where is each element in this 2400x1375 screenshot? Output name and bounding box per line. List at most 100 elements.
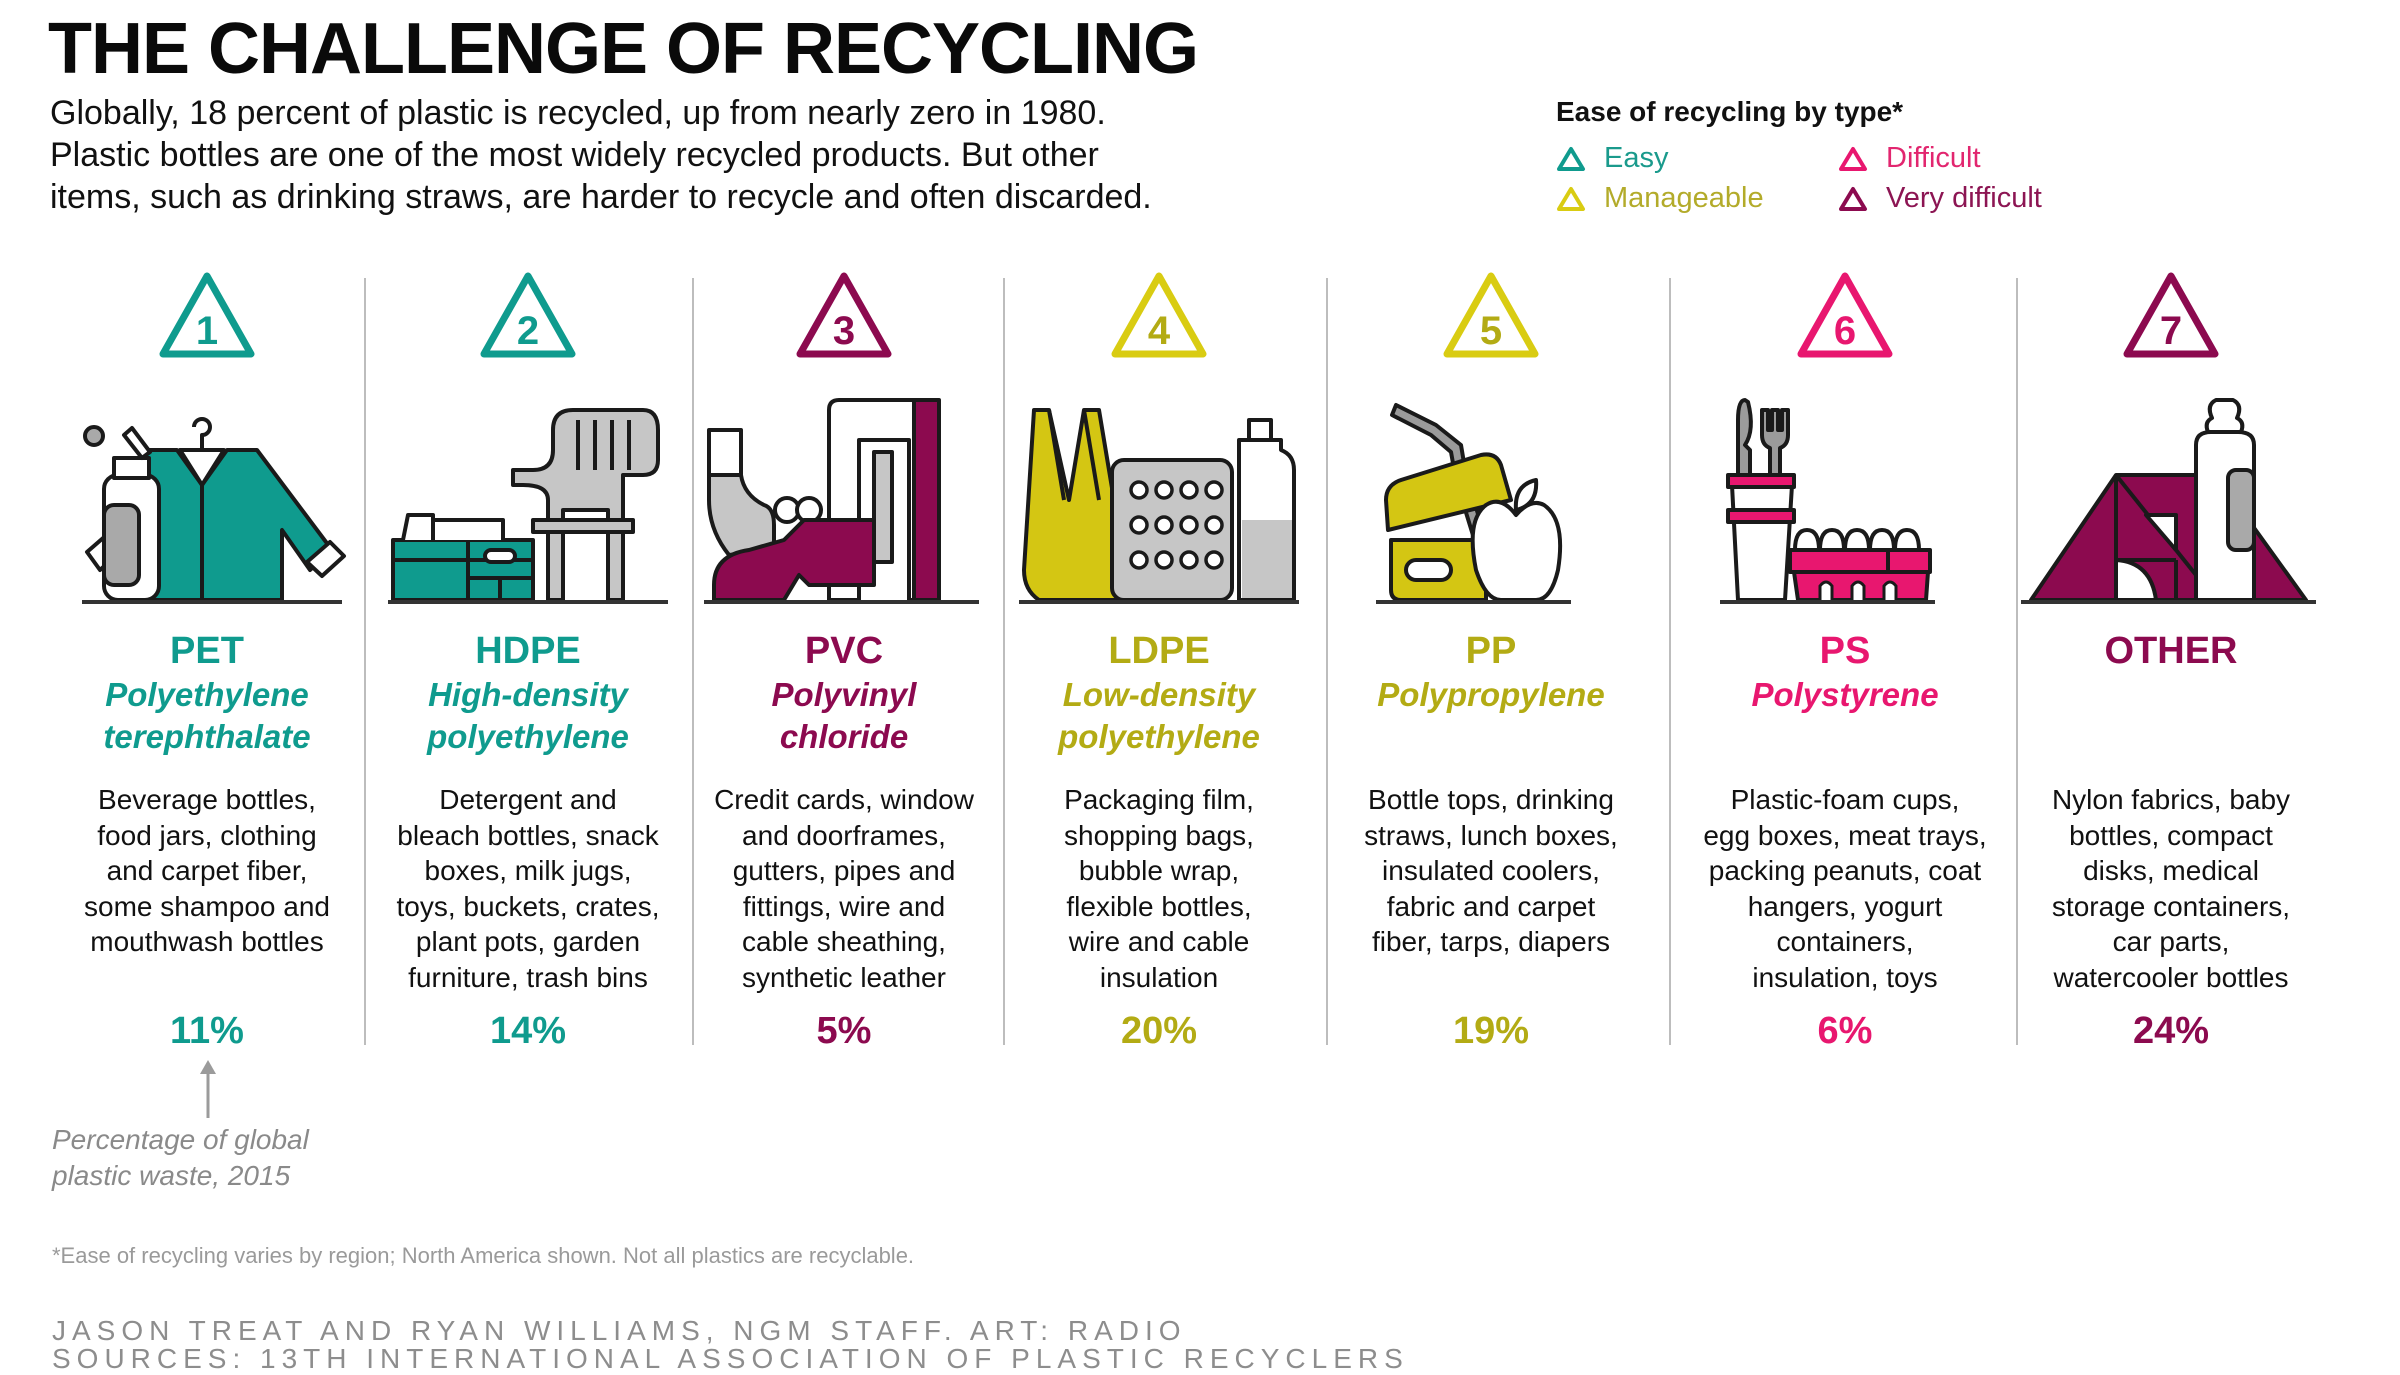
- plastic-name: Polystyrene: [1683, 674, 2007, 716]
- legend-item-easy: Easy: [1556, 142, 1668, 175]
- plastic-code: PVC: [804, 630, 884, 672]
- uses-line: plant pots, garden: [415, 926, 641, 957]
- plastic-uses: Bottle tops, drinking straws, lunch boxe…: [1336, 782, 1646, 960]
- plastic-percent: 5%: [816, 1010, 872, 1052]
- plastic-name-line: polyethylene: [427, 718, 629, 755]
- plastic-name-line: Polypropylene: [1377, 676, 1605, 713]
- triangle-outline-icon: [1839, 186, 1867, 211]
- jacket-and-bottle-icon: [82, 417, 346, 604]
- plastic-name: Polyvinyl chloride: [694, 674, 994, 758]
- plastic-name-line: terephthalate: [103, 718, 311, 755]
- uses-line: synthetic leather: [742, 961, 946, 993]
- triangle-outline-icon: [1557, 186, 1585, 211]
- plastic-name: High-density polyethylene: [368, 674, 688, 758]
- uses-line: wire and cable: [1068, 926, 1250, 957]
- uses-line: fabric and carpet: [1386, 890, 1596, 922]
- uses-line: Nylon fabrics, baby: [2051, 784, 2291, 815]
- uses-line: boxes, milk jugs,: [424, 855, 632, 886]
- percent-note-line: plastic waste, 2015: [52, 1160, 291, 1191]
- recycling-number: 2: [517, 309, 539, 353]
- arrow-up-icon: [200, 1060, 216, 1118]
- plastic-column-hdpe: 2 HDPE High-density polyethylene Deterge…: [368, 270, 688, 1052]
- plastic-column-pet: 1 PET Polyethylene terephthalate Beverag…: [47, 270, 367, 1052]
- legend-title: Ease of recycling by type*: [1556, 96, 1904, 127]
- uses-line: food jars, clothing: [97, 819, 317, 851]
- uses-line: straws, lunch boxes,: [1364, 819, 1618, 851]
- tent-and-baby-bottle-icon: [2021, 398, 2316, 604]
- uses-line: insulation, toys: [1752, 961, 1938, 993]
- intro-line: Globally, 18 percent of plastic is recyc…: [50, 94, 1106, 132]
- page-title: THE CHALLENGE OF RECYCLING: [48, 9, 1199, 89]
- plastic-uses: Packaging film, shopping bags, bubble wr…: [1009, 782, 1309, 995]
- plastic-name: Low-density polyethylene: [1009, 674, 1309, 758]
- plastic-name: Polyethylene terephthalate: [47, 674, 367, 758]
- uses-line: bubble wrap,: [1078, 855, 1240, 886]
- crate-and-chair-icon: [388, 408, 668, 604]
- plastic-code: HDPE: [475, 630, 581, 672]
- recycling-triangle-icon: 1: [159, 272, 255, 358]
- column-divider: [1003, 278, 1005, 1045]
- uses-line: some shampoo and: [84, 890, 330, 922]
- plastic-percent: 20%: [1120, 1010, 1198, 1052]
- plastic-name-line: polyethylene: [1058, 718, 1260, 755]
- recycling-triangle-icon: 4: [1111, 272, 1207, 358]
- plastic-column-ldpe: 4 LDPE Low-density polyethylene Packagin…: [1009, 270, 1309, 1052]
- plastic-percent: 24%: [2132, 1010, 2210, 1052]
- column-divider: [692, 278, 694, 1045]
- uses-line: and doorframes,: [742, 819, 946, 851]
- uses-line: and carpet fiber,: [106, 855, 308, 886]
- uses-line: bottles, compact: [2069, 819, 2273, 851]
- uses-line: cable sheathing,: [742, 926, 946, 957]
- cups-and-egg-carton-icon: [1720, 398, 1935, 604]
- plastic-name-line: Polystyrene: [1751, 676, 1939, 713]
- uses-line: car parts,: [2112, 926, 2230, 957]
- plastic-name-line: High-density: [428, 676, 628, 713]
- legend-label: Easy: [1604, 142, 1669, 174]
- uses-line: Detergent and: [439, 784, 617, 815]
- column-divider: [1669, 278, 1671, 1045]
- recycling-triangle-icon: 7: [2123, 272, 2219, 358]
- plastic-name: Polypropylene: [1336, 674, 1646, 716]
- plastic-percent: 14%: [489, 1010, 567, 1052]
- plastic-code: PET: [170, 630, 244, 672]
- plastic-uses: Plastic-foam cups, egg boxes, meat trays…: [1683, 782, 2007, 995]
- uses-line: disks, medical: [2083, 855, 2259, 886]
- footnote: *Ease of recycling varies by region; Nor…: [52, 1243, 915, 1268]
- uses-line: insulated coolers,: [1382, 855, 1600, 886]
- plastic-column-other: 7 OTHER Nylon fabrics, baby bottles, com…: [2020, 270, 2322, 1052]
- recycling-number: 6: [1834, 309, 1856, 353]
- uses-line: containers,: [1776, 926, 1914, 957]
- plastic-uses: Credit cards, window and doorframes, gut…: [694, 782, 994, 995]
- legend-label: Very difficult: [1886, 182, 2042, 214]
- plastic-column-ps: 6 PS Polystyrene Plastic-foam cups,: [1683, 270, 2007, 1052]
- plastic-name-line: Polyethylene: [105, 676, 309, 713]
- uses-line: Beverage bottles,: [98, 784, 316, 815]
- plastic-name-line: chloride: [779, 718, 909, 755]
- plastic-uses: Beverage bottles, food jars, clothing an…: [47, 782, 367, 960]
- intro-line: Plastic bottles are one of the most wide…: [50, 136, 1099, 174]
- recycling-triangle-icon: 6: [1797, 272, 1893, 358]
- recycling-number: 7: [2160, 309, 2182, 353]
- uses-line: Plastic-foam cups,: [1730, 784, 1960, 815]
- plastic-name-line: Low-density: [1062, 676, 1256, 713]
- uses-line: gutters, pipes and: [732, 855, 956, 886]
- plastic-uses: Nylon fabrics, baby bottles, compact dis…: [2020, 782, 2322, 995]
- uses-line: furniture, trash bins: [408, 961, 648, 993]
- uses-line: packing peanuts, coat: [1708, 855, 1982, 886]
- legend-label: Difficult: [1886, 142, 1981, 174]
- shoe-and-pipe-icon: [704, 398, 979, 604]
- recycling-number: 5: [1480, 309, 1502, 353]
- plastic-code: PP: [1465, 630, 1517, 672]
- recycling-triangle-icon: 5: [1443, 272, 1539, 358]
- uses-line: Bottle tops, drinking: [1368, 784, 1614, 815]
- plastic-percent: 19%: [1452, 1010, 1530, 1052]
- uses-line: fittings, wire and: [742, 890, 946, 922]
- legend-label: Manageable: [1604, 182, 1764, 214]
- plastic-percent: 6%: [1817, 1010, 1873, 1052]
- legend-item-manageable: Manageable: [1556, 182, 1764, 215]
- plastic-uses: Detergent and bleach bottles, snack boxe…: [368, 782, 688, 995]
- triangle-outline-icon: [1839, 146, 1867, 171]
- legend-item-difficult: Difficult: [1838, 142, 1981, 175]
- uses-line: Packaging film,: [1064, 784, 1254, 815]
- recycling-triangle-icon: 2: [480, 272, 576, 358]
